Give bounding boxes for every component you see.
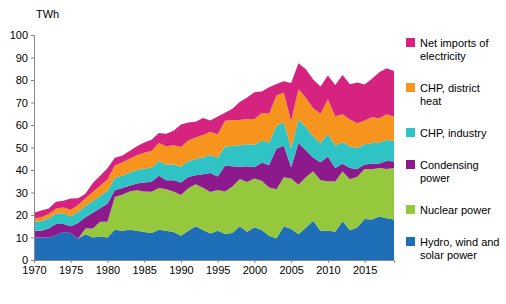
x-tick-label: 1990 bbox=[169, 264, 193, 276]
y-tick-label: 50 bbox=[16, 142, 28, 154]
x-tick: 2015 bbox=[353, 260, 377, 276]
x-tick: 1980 bbox=[96, 260, 120, 276]
y-tick: 50 bbox=[16, 142, 34, 154]
chart: 0102030405060708090100197019751980198519… bbox=[0, 0, 506, 304]
legend-label: CHP, districtheat bbox=[420, 82, 480, 107]
x-tick-mark bbox=[181, 260, 182, 263]
x-tick-label: 2010 bbox=[316, 264, 340, 276]
y-tick-label: 80 bbox=[16, 74, 28, 86]
y-tick-mark bbox=[31, 193, 34, 194]
x-tick: 2000 bbox=[243, 260, 267, 276]
x-tick-mark bbox=[107, 260, 108, 263]
y-tick: 20 bbox=[16, 209, 34, 221]
legend-label: Net imports ofelectricity bbox=[420, 37, 489, 62]
legend-label: Condensingpower bbox=[420, 159, 479, 184]
y-tick: 60 bbox=[16, 119, 34, 131]
y-tick-label: 100 bbox=[10, 29, 28, 41]
x-tick-mark bbox=[328, 260, 329, 263]
y-axis-line bbox=[31, 36, 35, 261]
x-tick: 1975 bbox=[59, 260, 83, 276]
legend-swatch bbox=[406, 38, 415, 47]
y-tick-label: 60 bbox=[16, 119, 28, 131]
x-tick-mark bbox=[291, 260, 292, 263]
legend: Net imports ofelectricity CHP, districthe… bbox=[406, 37, 500, 261]
x-tick-label: 1975 bbox=[59, 264, 83, 276]
legend-swatch bbox=[406, 83, 415, 92]
y-tick: 70 bbox=[16, 97, 34, 109]
x-tick-label: 2015 bbox=[353, 264, 377, 276]
y-tick: 40 bbox=[16, 164, 34, 176]
x-tick-label: 1995 bbox=[206, 264, 230, 276]
legend-swatch bbox=[406, 160, 415, 169]
x-tick: 1985 bbox=[132, 260, 156, 276]
y-tick-mark bbox=[31, 148, 34, 149]
y-tick: 80 bbox=[16, 74, 34, 86]
x-tick-mark bbox=[218, 260, 219, 263]
y-tick-label: 70 bbox=[16, 97, 28, 109]
x-tick-mark bbox=[144, 260, 145, 263]
y-tick-label: 10 bbox=[16, 232, 28, 244]
x-tick-label: 1985 bbox=[132, 264, 156, 276]
y-tick-mark bbox=[31, 80, 34, 81]
y-tick-label: 30 bbox=[16, 187, 28, 199]
y-tick: 30 bbox=[16, 187, 34, 199]
x-tick: 1995 bbox=[206, 260, 230, 276]
y-tick-label: 20 bbox=[16, 209, 28, 221]
y-tick: 90 bbox=[16, 52, 34, 64]
y-tick-label: 90 bbox=[16, 52, 28, 64]
y-tick-mark bbox=[31, 35, 34, 36]
y-tick-mark bbox=[31, 170, 34, 171]
area bbox=[34, 63, 394, 218]
legend-label: Nuclear power bbox=[420, 204, 491, 216]
x-axis: 1970 1975 1980 1985 1990 1995 2000 2005 2010 2015 bbox=[22, 260, 394, 276]
y-axis: 0102030405060708090100 bbox=[10, 29, 35, 266]
legend-swatch bbox=[406, 237, 415, 246]
x-tick: 2010 bbox=[316, 260, 340, 276]
x-tick-label: 1970 bbox=[22, 264, 46, 276]
y-axis-title: TWh bbox=[36, 8, 59, 20]
y-tick: 10 bbox=[16, 232, 34, 244]
x-axis-line bbox=[35, 261, 395, 264]
y-tick-mark bbox=[31, 238, 34, 239]
y-tick-mark bbox=[31, 125, 34, 126]
x-tick-label: 2005 bbox=[279, 264, 303, 276]
y-tick-mark bbox=[31, 103, 34, 104]
plot-area bbox=[34, 63, 394, 260]
legend-label: Hydro, wind andsolar power bbox=[420, 236, 500, 261]
x-tick: 1970 bbox=[22, 260, 46, 276]
y-tick-mark bbox=[31, 58, 34, 59]
y-tick-label: 40 bbox=[16, 164, 28, 176]
x-tick: 2005 bbox=[279, 260, 303, 276]
legend-swatch bbox=[406, 205, 415, 214]
x-tick: 1990 bbox=[169, 260, 193, 276]
x-tick-label: 2000 bbox=[243, 264, 267, 276]
y-tick: 100 bbox=[10, 29, 34, 41]
legend-swatch bbox=[406, 128, 415, 137]
x-tick-mark bbox=[71, 260, 72, 263]
y-tick-mark bbox=[31, 260, 34, 261]
x-tick-label: 1980 bbox=[96, 264, 120, 276]
x-tick-mark bbox=[365, 260, 366, 263]
x-tick-mark bbox=[254, 260, 255, 263]
legend-label: CHP, industry bbox=[420, 127, 487, 139]
y-tick-mark bbox=[31, 215, 34, 216]
x-tick-mark bbox=[34, 260, 35, 263]
